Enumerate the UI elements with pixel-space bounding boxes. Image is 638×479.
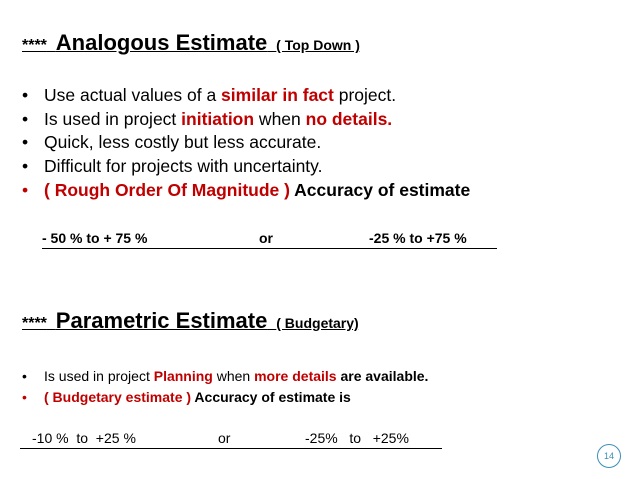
range-line: - 50 % to + 75 % or -25 % to +75 %	[42, 230, 497, 249]
text-run: Is used in project	[44, 368, 154, 384]
bullet: Difficult for projects with uncertainty.	[22, 155, 470, 179]
text-run: ( Budgetary estimate )	[44, 389, 192, 405]
text-run: Planning	[153, 368, 213, 384]
text-run: more details	[254, 368, 337, 384]
bullet: Quick, less costly but less accurate.	[22, 131, 470, 155]
text-run: are available.	[336, 368, 429, 384]
subtitle: ( Budgetary)	[276, 315, 359, 331]
text-run: when	[212, 368, 255, 384]
stars: ****	[22, 37, 47, 54]
bullet: Use actual values of a similar in fact p…	[22, 84, 470, 108]
text-run: similar in fact	[221, 85, 334, 105]
title: Parametric Estimate	[55, 308, 268, 333]
range-or: or	[259, 230, 273, 246]
bullet: ( Rough Order Of Magnitude ) Accuracy of…	[22, 179, 470, 203]
range-high: -25 % to +75 %	[369, 230, 467, 246]
section-heading: **** Parametric Estimate ( Budgetary)	[22, 308, 359, 334]
range-high: -25% to +25%	[305, 430, 409, 446]
page-number: 14	[597, 444, 621, 468]
text-run: Is used in project	[44, 108, 182, 129]
text-run: ( Rough Order Of Magnitude )	[44, 179, 290, 200]
bullet: Is used in project initiation when no de…	[22, 108, 470, 132]
section-heading: **** Analogous Estimate ( Top Down )	[22, 30, 360, 56]
text-run: no details.	[305, 108, 393, 129]
text-run: Difficult for projects with uncertainty.	[44, 156, 323, 177]
bullet-list: Is used in project Planning when more de…	[22, 366, 428, 408]
bullet: Is used in project Planning when more de…	[22, 366, 428, 387]
subtitle: ( Top Down )	[276, 37, 360, 53]
bullet-list: Use actual values of a similar in fact p…	[22, 84, 470, 203]
title: Analogous Estimate	[55, 30, 268, 55]
range-line: -10 % to +25 % or -25% to +25%	[20, 430, 442, 449]
text-run: Accuracy of estimate	[289, 179, 471, 200]
text-run: when	[254, 108, 306, 129]
range-low: -10 % to +25 %	[32, 430, 136, 446]
text-run: Accuracy of estimate is	[191, 389, 351, 405]
text-run: Use actual values of a	[44, 85, 222, 105]
text-run: project.	[333, 85, 397, 105]
text-run: initiation	[181, 108, 255, 129]
bullet: ( Budgetary estimate ) Accuracy of estim…	[22, 387, 428, 408]
text-run: Quick, less costly but less accurate.	[44, 132, 322, 153]
range-low: - 50 % to + 75 %	[42, 230, 148, 246]
range-or: or	[218, 430, 231, 446]
stars: ****	[22, 315, 47, 332]
